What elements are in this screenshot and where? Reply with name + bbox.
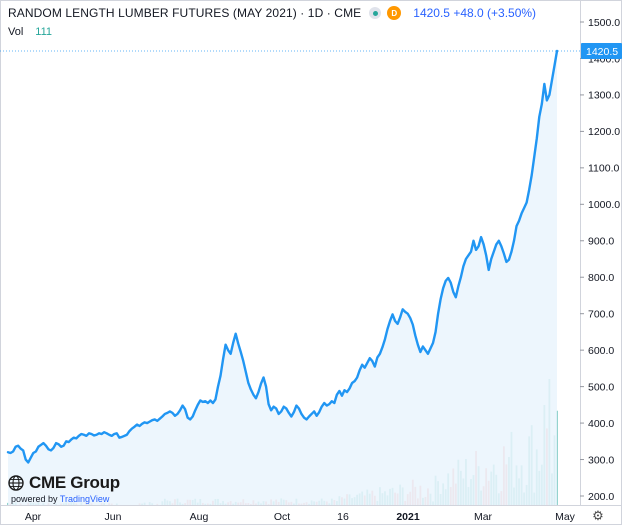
x-tick-label: 16 xyxy=(337,511,349,523)
last-price-box xyxy=(581,42,622,59)
x-tick-label: Apr xyxy=(25,511,42,523)
y-tick-label: 1000.0 xyxy=(588,199,620,211)
y-tick-label: 1200.0 xyxy=(588,126,620,138)
time-axis-separator xyxy=(0,505,622,506)
symbol-title[interactable]: RANDOM LENGTH LUMBER FUTURES (MAY 2021) … xyxy=(8,6,362,20)
eye-icon[interactable] xyxy=(369,7,382,19)
cme-logo[interactable]: CME Group powered by TradingView xyxy=(8,473,120,504)
y-tick-label: 1400.0 xyxy=(588,53,620,65)
price-area xyxy=(8,50,557,506)
volume-value: 111 xyxy=(35,26,53,38)
y-tick-label: 1500.0 xyxy=(588,17,620,29)
last-price-change: 1420.5 +48.0 (+3.50%) xyxy=(413,6,537,20)
gear-icon[interactable]: ⚙ xyxy=(592,508,604,523)
x-tick-label: Mar xyxy=(474,511,493,523)
price-axis-separator xyxy=(580,0,581,505)
y-tick-label: 1300.0 xyxy=(588,90,620,102)
powered-by[interactable]: powered by TradingView xyxy=(11,494,120,504)
exchange-badge: D xyxy=(387,6,402,20)
y-tick-label: 300.0 xyxy=(588,454,614,466)
powered-brand: TradingView xyxy=(59,494,110,504)
logo-name: CME Group xyxy=(29,473,120,492)
last-price-label: 1420.5 xyxy=(586,46,618,58)
x-tick-label: 2021 xyxy=(396,511,420,523)
volume-legend: Vol 111 xyxy=(8,26,52,38)
y-tick-label: 400.0 xyxy=(588,418,614,430)
volume-label[interactable]: Vol xyxy=(8,26,24,38)
y-tick-label: 800.0 xyxy=(588,272,614,284)
x-tick-label: Jun xyxy=(105,511,122,523)
x-tick-label: May xyxy=(555,511,576,523)
x-tick-label: Aug xyxy=(190,511,209,523)
globe-icon xyxy=(8,475,24,491)
y-tick-label: 200.0 xyxy=(588,491,614,503)
y-tick-label: 1100.0 xyxy=(588,163,619,175)
x-tick-label: Oct xyxy=(274,511,290,523)
powered-prefix: powered by xyxy=(11,494,58,504)
y-tick-label: 600.0 xyxy=(588,345,614,357)
y-tick-label: 500.0 xyxy=(588,381,614,393)
chart-legend: RANDOM LENGTH LUMBER FUTURES (MAY 2021) … xyxy=(8,6,536,20)
y-tick-label: 700.0 xyxy=(588,308,614,320)
price-line xyxy=(6,49,559,464)
y-tick-label: 900.0 xyxy=(588,236,614,248)
